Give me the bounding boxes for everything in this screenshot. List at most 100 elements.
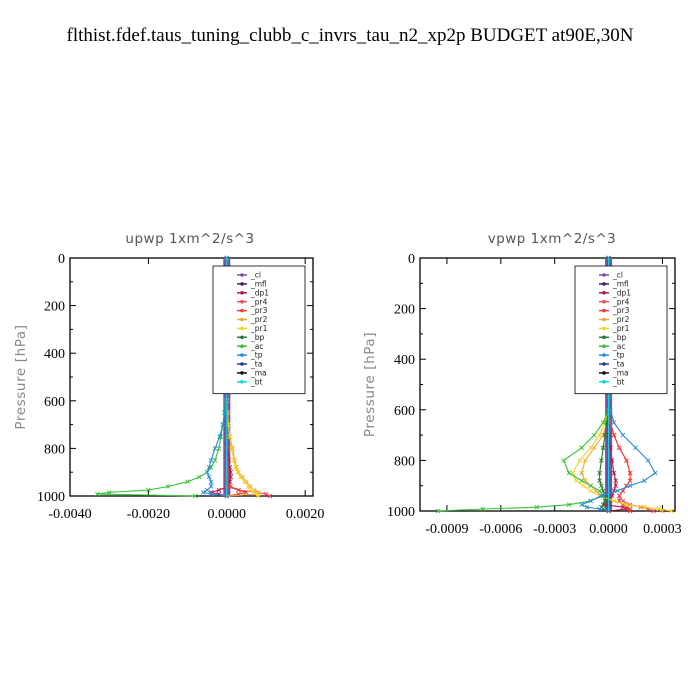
series-marker-tp — [206, 474, 212, 480]
series-marker-pr3 — [627, 508, 633, 514]
series-marker-pr1 — [611, 498, 617, 504]
legend-box — [574, 265, 668, 395]
x-tick-label: 0.0000 — [208, 507, 247, 522]
figure-title: flthist.fdef.taus_tuning_clubb_c_invrs_t… — [67, 25, 634, 46]
legend-box — [212, 265, 306, 395]
series-marker-tp — [652, 470, 658, 476]
series-marker-ac — [106, 490, 112, 495]
legend-marker-ma — [240, 371, 244, 375]
series-marker-ac — [579, 445, 584, 451]
series-marker-pr1 — [642, 504, 647, 510]
legend-label-tp: _tp — [612, 351, 625, 360]
series-marker-tp — [220, 422, 226, 427]
series-marker-pr3 — [617, 493, 622, 499]
y-tick-label: 1000 — [37, 490, 65, 505]
series-marker-ac — [588, 483, 593, 489]
y-tick-label: 0 — [408, 252, 415, 267]
legend-marker-pr2 — [602, 317, 606, 322]
series-marker-ac — [165, 484, 171, 489]
series-marker-ac — [146, 487, 151, 493]
series-marker-ac — [216, 446, 222, 451]
series-marker-tp — [206, 465, 212, 470]
y-tick-label: 400 — [394, 353, 415, 368]
legend-marker-ta — [602, 362, 606, 366]
legend-label-pr2: _pr2 — [612, 315, 630, 324]
series-marker-pr1 — [231, 457, 237, 463]
series-marker-ac — [600, 420, 606, 425]
series-marker-ac — [566, 502, 572, 507]
x-tick-label: 0.0020 — [286, 507, 325, 522]
series-marker-bp — [600, 445, 606, 451]
legend-label-dp1: _dp1 — [612, 288, 631, 297]
series-marker-pr1 — [233, 465, 238, 470]
series-marker-dp1 — [216, 487, 222, 493]
series-marker-tp — [212, 446, 218, 451]
legend-marker-pr4 — [240, 299, 244, 304]
legend-marker-ta — [240, 362, 244, 366]
series-marker-pr4 — [267, 493, 273, 499]
series-marker-pr1 — [597, 432, 602, 438]
series-marker-pr1 — [246, 484, 251, 489]
y-tick-label: 800 — [44, 442, 65, 457]
panel-title: upwp 1xm^2/s^3 — [125, 231, 254, 247]
x-tick-label: -0.0003 — [533, 522, 576, 537]
series-marker-ac — [591, 432, 597, 438]
series-marker-pr1 — [229, 446, 234, 451]
legend-marker-ac — [240, 344, 244, 349]
series-marker-pr1 — [255, 491, 261, 497]
legend-label-bt: _bt — [612, 377, 625, 386]
series-marker-dp1 — [613, 483, 619, 489]
series-marker-pr1 — [588, 488, 593, 494]
legend-marker-dp1 — [602, 291, 606, 295]
legend-marker-pr4 — [602, 299, 606, 304]
series-marker-pr1 — [227, 434, 233, 439]
series-marker-bp — [602, 432, 608, 438]
legend-label-tp: _tp — [250, 351, 263, 360]
legend-marker-tp — [602, 353, 606, 357]
series-marker-dp1 — [228, 469, 234, 475]
series-marker-tp — [588, 498, 593, 504]
legend-label-dp1: _dp1 — [250, 288, 269, 297]
series-marker-tp — [627, 483, 633, 489]
series-marker-pr2 — [582, 458, 588, 463]
series-marker-pr1 — [247, 487, 253, 493]
series-marker-pr1 — [624, 502, 629, 507]
series-marker-dp1 — [228, 474, 234, 480]
series-marker-tp — [645, 458, 651, 463]
series-marker-tp — [200, 490, 206, 495]
series-marker-pr1 — [573, 478, 579, 483]
series-marker-pr3 — [627, 470, 633, 476]
legend-label-pr4: _pr4 — [612, 297, 630, 306]
y-tick-label: 200 — [44, 300, 65, 315]
x-tick-label: -0.0009 — [425, 522, 468, 537]
y-tick-label: 0 — [58, 252, 65, 267]
series-marker-pr4 — [620, 498, 626, 504]
series-marker-pr1 — [656, 506, 662, 512]
series-marker-pr3 — [624, 458, 629, 463]
series-marker-bp — [599, 483, 604, 489]
series-marker-ac — [534, 504, 540, 510]
legend-marker-bt — [240, 380, 244, 384]
series-marker-tp — [620, 432, 626, 438]
legend: _cl_mfl_dp1_pr4_pr3_pr2_pr1_bp_ac_tp_ta_… — [212, 265, 306, 395]
x-tick-label: -0.0040 — [48, 507, 91, 522]
legend-label-ac: _ac — [612, 342, 625, 351]
series-marker-dp1 — [613, 478, 619, 483]
legend-label-pr2: _pr2 — [250, 315, 268, 324]
legend-marker-ac — [602, 344, 606, 349]
x-tick-label: -0.0020 — [127, 507, 170, 522]
series-marker-tp — [208, 484, 214, 489]
legend-marker-mfl — [602, 282, 606, 286]
series-marker-tp — [615, 488, 620, 494]
series-marker-ac — [480, 506, 486, 512]
legend-marker-dp1 — [240, 291, 244, 295]
legend-label-mfl: _mfl — [250, 280, 267, 289]
series-marker-pr3 — [617, 445, 622, 451]
legend-marker-pr3 — [602, 308, 606, 313]
series-marker-pr2 — [591, 445, 597, 451]
legend-marker-tp — [240, 353, 244, 357]
panel-2: vpwp 1xm^2/s^3 Pressure [hPa] 0 200 400 600 80… — [362, 231, 682, 537]
series-marker-tp — [633, 445, 638, 451]
series-marker-bp — [600, 502, 606, 507]
